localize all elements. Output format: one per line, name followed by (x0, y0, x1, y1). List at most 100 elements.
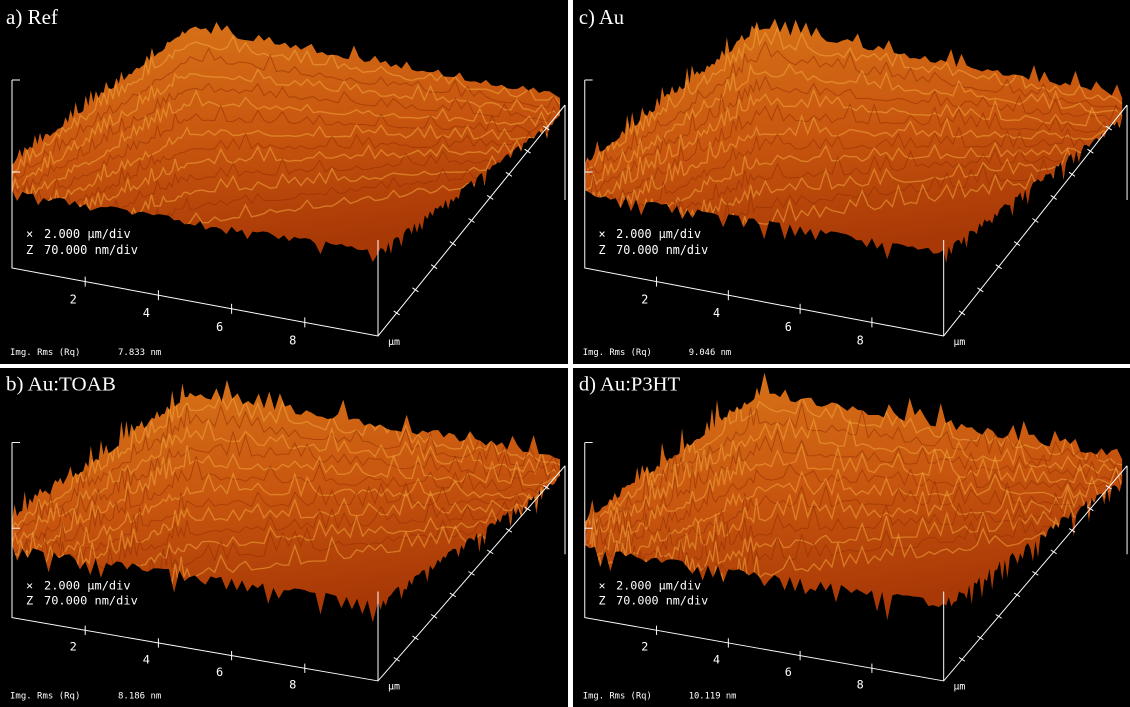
panel-label: c) Au (579, 6, 625, 29)
panel: 2 4 6 8 c) Au × 2.000 µm/div Z 70.000 nm/div µm Im… (573, 0, 1130, 364)
axis-tick (543, 485, 550, 490)
x-scale: 2.000 µm/div (616, 579, 701, 593)
panel: 2 4 6 8 d) Au:P3HT × 2.000 µm/div Z 70.000 nm/di… (573, 368, 1130, 707)
ridge (584, 103, 1123, 220)
axis-tick (1032, 571, 1039, 576)
panel-label: d) Au:P3HT (579, 374, 680, 395)
ridge (584, 125, 1123, 234)
axis-tick (977, 287, 984, 293)
unit: µm (953, 682, 965, 693)
axis-tick (1050, 549, 1057, 555)
axis-tick (1013, 241, 1021, 247)
x-tick-label: 6 (216, 665, 223, 678)
rms-label: Img. Rms (Rq) (10, 348, 80, 358)
axis-tick (468, 571, 475, 576)
axis-tick (1087, 506, 1094, 512)
x-tick-label: 2 (70, 293, 77, 307)
rms-value: 10.119 nm (689, 692, 737, 702)
ridge (584, 462, 1123, 572)
axis-tick (1013, 592, 1021, 598)
axis-tick (958, 310, 966, 316)
ridge (584, 403, 1123, 537)
z-scale: 70.000 nm/div (44, 243, 138, 257)
ridge (12, 393, 560, 529)
axis-tick (1068, 528, 1076, 533)
x-scale: 2.000 µm/div (44, 579, 131, 592)
ridge (12, 104, 560, 219)
x-tick-label: 4 (143, 306, 150, 320)
x-tick-label: 2 (641, 640, 648, 654)
x-tick-label: 8 (857, 333, 864, 347)
axis-tick (1032, 218, 1039, 223)
panel-label: a) Ref (6, 5, 58, 29)
axis-tick (412, 635, 419, 641)
surface (584, 18, 1123, 264)
axis-tick (393, 310, 400, 316)
axis-tick (449, 592, 457, 598)
ridge (12, 456, 560, 570)
ridge (12, 481, 560, 587)
axis-tick (1105, 125, 1112, 131)
x-tick-label: 8 (857, 678, 864, 692)
scale-symbol: Z (598, 594, 605, 608)
scale-symbol: Z (598, 243, 605, 257)
scale-symbol: Z (26, 594, 33, 607)
axis-tick (524, 506, 531, 512)
ridge (12, 404, 560, 538)
scale-symbol: × (26, 227, 33, 241)
panel: 2 4 6 8 a) Ref × 2.000 µm/div Z 70.000 nm/div µm I… (0, 0, 568, 364)
axis-tick (543, 125, 550, 131)
x-scale: 2.000 µm/div (616, 227, 701, 241)
x-tick-label: 4 (713, 306, 720, 320)
ridge (12, 445, 560, 562)
ridge (12, 82, 560, 197)
panel-label: b) Au:TOAB (6, 374, 116, 395)
ridge (584, 88, 1123, 209)
x-tick-label: 6 (216, 320, 223, 334)
axis-tick (449, 241, 457, 247)
axis-tick (486, 194, 494, 200)
scale-symbol: × (26, 579, 33, 592)
x-tick-label: 4 (713, 653, 720, 667)
axis-tick (958, 657, 966, 662)
axis-tick (977, 635, 984, 641)
axis-tick (1087, 148, 1094, 154)
x-tick-label: 6 (785, 320, 792, 334)
axis-tick (524, 148, 531, 154)
surface (12, 22, 560, 263)
axis-tick (393, 657, 400, 662)
ridge (12, 471, 560, 581)
ridge (12, 431, 560, 554)
axis-tick (1050, 194, 1057, 200)
ridge (12, 47, 560, 182)
axis-tick (1068, 171, 1076, 177)
x-tick-label: 6 (785, 665, 792, 679)
ridge (12, 123, 560, 229)
ridge (12, 417, 560, 545)
ridge (584, 393, 1123, 531)
unit: µm (388, 682, 400, 693)
axis-tick (468, 218, 475, 223)
rms-value: 9.046 nm (689, 348, 731, 358)
rms-label: Img. Rms (Rq) (583, 348, 652, 358)
ridge (12, 67, 560, 191)
axis-tick (486, 549, 494, 555)
ridge (584, 25, 1123, 171)
ridge (12, 89, 560, 210)
scale-symbol: Z (26, 243, 33, 257)
axis-tick (412, 287, 419, 293)
rms-label: Img. Rms (Rq) (10, 692, 80, 702)
z-scale: 70.000 nm/div (616, 594, 708, 608)
rms-value: 8.186 nm (118, 692, 161, 702)
z-scale: 70.000 nm/div (616, 243, 708, 257)
unit: µm (388, 337, 400, 348)
axis-tick (995, 614, 1002, 619)
ridge (584, 416, 1123, 547)
x-tick-label: 4 (143, 653, 150, 666)
x-scale: 2.000 µm/div (44, 227, 131, 241)
ridge (584, 442, 1123, 563)
afm-image: 2 4 6 8 b) Au:TOAB × 2.000 µm/div Z 70.000 nm/di… (6, 374, 566, 702)
axis-tick (1105, 485, 1112, 490)
panel: 2 4 6 8 b) Au:TOAB × 2.000 µm/div Z 70.000 nm/di… (0, 368, 568, 707)
